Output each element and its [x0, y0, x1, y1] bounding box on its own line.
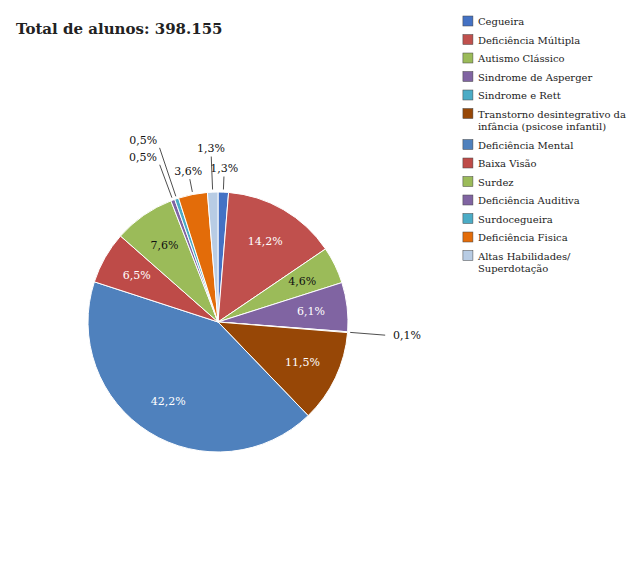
legend: Cegueira Deficiência Múltipla Autismo Clás…: [463, 16, 626, 274]
legend-item: Baixa Visão: [463, 158, 537, 169]
leader-line: [160, 165, 172, 198]
title: Total de alunos: 398.155: [16, 20, 223, 38]
data-label: 1,3%: [210, 162, 238, 175]
leader-line: [190, 179, 193, 192]
leader-line: [211, 157, 212, 190]
legend-item: Sindrome e Rett: [463, 90, 561, 101]
legend-swatch: [463, 16, 473, 26]
pie-slice: [207, 192, 218, 322]
legend-label: Sindrome e Rett: [478, 90, 561, 101]
data-label: 42,2%: [151, 395, 186, 408]
legend-label: Deficiência Fisica: [478, 232, 568, 243]
legend-swatch: [463, 35, 473, 45]
legend-label: Surdocegueira: [478, 214, 553, 225]
data-label: 11,5%: [285, 356, 320, 369]
legend-item: Deficiência Mental: [463, 140, 573, 151]
legend-swatch: [463, 251, 473, 261]
legend-label: Deficiência Mental: [478, 140, 573, 151]
legend-label: Deficiência Auditiva: [478, 195, 580, 206]
legend-swatch: [463, 232, 473, 242]
data-label: 0,5%: [129, 151, 157, 164]
legend-swatch: [463, 90, 473, 100]
legend-item: Altas Habilidades/Superdotação: [463, 251, 571, 275]
legend-item: Surdocegueira: [463, 214, 553, 225]
pie: [88, 192, 348, 452]
legend-label: Autismo Clássico: [477, 53, 565, 64]
data-label: 0,1%: [393, 329, 421, 342]
legend-label: Surdez: [478, 177, 514, 188]
legend-label: Transtorno desintegrativo dainfância (ps…: [478, 109, 626, 133]
legend-label: Deficiência Múltipla: [478, 35, 580, 46]
legend-label: Cegueira: [478, 16, 524, 27]
legend-item: Transtorno desintegrativo dainfância (ps…: [463, 109, 626, 133]
legend-swatch: [463, 53, 473, 63]
legend-label: Baixa Visão: [478, 158, 537, 169]
legend-swatch: [463, 177, 473, 187]
data-label: 7,6%: [150, 239, 178, 252]
data-labels: 1,3% 14,2% 4,6% 6,1% 0,1% 11,5% 42,2% 6,5% 7,6% 0…: [123, 134, 421, 408]
pie-slice: [179, 192, 218, 322]
legend-swatch: [463, 158, 473, 168]
legend-swatch: [463, 195, 473, 205]
data-label: 6,1%: [297, 305, 325, 318]
legend-swatch: [463, 140, 473, 150]
legend-swatch: [463, 72, 473, 82]
legend-item: Surdez: [463, 177, 514, 188]
legend-label: Sindrome de Asperger: [478, 72, 593, 83]
legend-swatch: [463, 214, 473, 224]
legend-item: Autismo Clássico: [463, 53, 565, 64]
data-label: 0,5%: [129, 134, 157, 147]
data-label: 1,3%: [197, 142, 225, 155]
chart: Total de alunos: 398.155 Cegueira Deficiên…: [0, 0, 634, 578]
legend-item: Deficiência Múltipla: [463, 35, 580, 46]
data-label: 3,6%: [174, 165, 202, 178]
legend-swatch: [463, 109, 473, 119]
data-label: 6,5%: [123, 269, 151, 282]
legend-item: Cegueira: [463, 16, 524, 27]
data-label: 14,2%: [248, 235, 283, 248]
legend-item: Deficiência Fisica: [463, 232, 568, 243]
legend-label: Altas Habilidades/Superdotação: [477, 251, 571, 275]
legend-item: Deficiência Auditiva: [463, 195, 580, 206]
leader-line: [350, 332, 385, 335]
leader-line: [223, 177, 225, 190]
data-label: 4,6%: [288, 275, 316, 288]
legend-item: Sindrome de Asperger: [463, 72, 593, 83]
